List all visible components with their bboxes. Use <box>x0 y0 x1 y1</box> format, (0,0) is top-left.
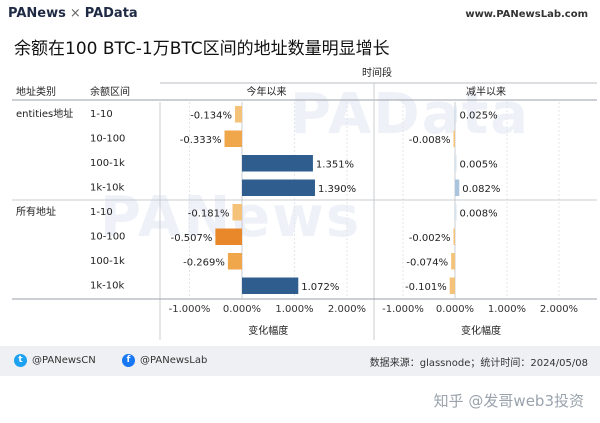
facebook-handle[interactable]: f @PANewsLab <box>122 354 207 367</box>
range-label-0-3: 1k-10k <box>90 183 124 194</box>
range-label-0-0: 1-10 <box>90 109 113 120</box>
range-label-1-1: 10-100 <box>90 232 125 243</box>
bar-1-1-2 <box>451 253 455 270</box>
bar-0-0-3 <box>242 179 315 196</box>
logo-separator: × <box>69 6 81 21</box>
bar-0-0-0 <box>234 106 242 123</box>
range-label-1-3: 1k-10k <box>90 281 124 292</box>
panel-header-0: 今年以来 <box>247 85 287 98</box>
logo-panews: PANews <box>8 6 66 21</box>
data-label-0-0-0: -0.134% <box>190 110 232 121</box>
header-address-type: 地址类别 <box>16 85 56 98</box>
panel-header-1: 减半以来 <box>466 85 506 98</box>
tick-label-1-3: 2.000% <box>540 304 578 315</box>
data-label-1-0-2: 0.005% <box>460 159 498 170</box>
axis-label-0: 变化幅度 <box>248 324 288 337</box>
data-label-0-0-3: 1.390% <box>318 184 356 195</box>
tick-label-0-1: 0.000% <box>223 304 261 315</box>
bar-0-1-3 <box>242 277 299 294</box>
bar-1-1-0 <box>455 204 457 221</box>
twitter-label: @PANewsCN <box>32 355 96 366</box>
group-label-1: 所有地址 <box>16 205 56 218</box>
bar-1-0-0 <box>455 106 457 123</box>
data-label-1-0-3: 0.082% <box>462 184 500 195</box>
data-label-1-1-3: -0.101% <box>405 282 447 293</box>
range-label-1-2: 100-1k <box>90 256 125 267</box>
group-label-0: entities地址 <box>16 107 73 120</box>
bar-1-1-3 <box>449 277 455 294</box>
watermark-padata: PAData <box>290 82 531 147</box>
brand-logo: PANews × PAData <box>8 6 138 21</box>
twitter-icon: t <box>14 354 27 367</box>
chart-title: 余额在100 BTC-1万BTC区间的地址数量明显增长 <box>14 39 390 59</box>
logo-padata: PAData <box>84 6 138 21</box>
facebook-label: @PANewsLab <box>140 355 208 366</box>
footer-bar: t @PANewsCN f @PANewsLab 数据来源：glassnode；… <box>0 346 600 376</box>
data-source: 数据来源：glassnode；统计时间：2024/05/08 <box>369 358 588 369</box>
bar-0-1-1 <box>215 228 242 245</box>
facebook-icon: f <box>122 354 135 367</box>
bar-1-0-3 <box>455 179 460 196</box>
data-label-1-1-1: -0.002% <box>409 233 451 244</box>
header-balance-range: 余额区间 <box>90 85 130 98</box>
range-label-0-2: 100-1k <box>90 158 125 169</box>
data-label-1-1-0: 0.008% <box>460 208 498 219</box>
tick-label-1-1: 0.000% <box>436 304 474 315</box>
data-label-1-0-0: 0.025% <box>460 110 498 121</box>
twitter-handle[interactable]: t @PANewsCN <box>14 354 96 367</box>
tick-label-0-3: 2.000% <box>328 304 366 315</box>
data-label-0-0-2: 1.351% <box>316 159 354 170</box>
tick-label-1-2: 1.000% <box>488 304 526 315</box>
bar-0-0-2 <box>242 155 313 172</box>
range-label-1-0: 1-10 <box>90 207 113 218</box>
bar-0-1-0 <box>232 204 242 221</box>
data-label-0-1-2: -0.269% <box>183 257 225 268</box>
data-label-0-1-3: 1.072% <box>301 282 339 293</box>
data-label-1-1-2: -0.074% <box>406 257 448 268</box>
site-url[interactable]: www.PANewsLab.com <box>465 9 588 20</box>
data-label-0-1-1: -0.507% <box>171 233 213 244</box>
tick-label-0-0: -1.000% <box>169 304 211 315</box>
data-label-1-0-1: -0.008% <box>409 135 451 146</box>
bar-1-0-1 <box>453 130 455 147</box>
tick-label-1-0: -1.000% <box>382 304 424 315</box>
tick-label-0-2: 1.000% <box>275 304 313 315</box>
bar-0-0-1 <box>224 130 242 147</box>
range-label-0-1: 10-100 <box>90 134 125 145</box>
top-bar: PANews × PAData www.PANewsLab.com <box>0 0 600 30</box>
data-label-0-1-0: -0.181% <box>188 208 230 219</box>
axis-label-1: 变化幅度 <box>461 324 501 337</box>
bar-1-1-1 <box>453 228 455 245</box>
zhihu-watermark: 知乎 @发哥web3投资 <box>433 392 584 410</box>
bar-0-1-2 <box>227 253 242 270</box>
data-label-0-0-1: -0.333% <box>180 135 222 146</box>
bar-1-0-2 <box>455 155 457 172</box>
header-time-period: 时间段 <box>362 66 392 79</box>
